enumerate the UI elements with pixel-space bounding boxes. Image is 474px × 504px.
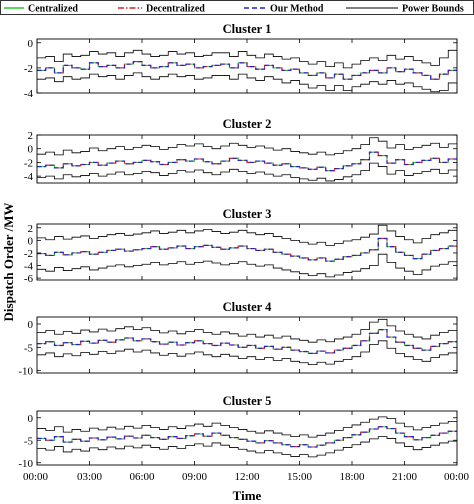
y-tick-label: 0 xyxy=(28,319,34,331)
series-group xyxy=(37,137,457,182)
centralized-line xyxy=(37,237,457,262)
legend-item-power-bounds: Power Bounds xyxy=(346,4,464,15)
x-tick-label: 12:00 xyxy=(234,471,260,483)
y-tick-label: 0 xyxy=(28,38,34,50)
panel-4: Cluster 4 0 -5 -10 xyxy=(18,300,458,378)
x-tick-label: 18:00 xyxy=(339,471,365,483)
y-tick-label: -2 xyxy=(24,63,33,75)
legend-label-decentralized: Decentralized xyxy=(146,4,205,15)
legend-item-our-method: Our Method xyxy=(244,4,324,15)
panel-5: Cluster 5 0 -5 -10 xyxy=(18,394,458,470)
our-method-line xyxy=(37,61,457,80)
legend-label-our-method: Our Method xyxy=(270,4,324,15)
axes-box xyxy=(36,410,458,466)
y-tick-label: -10 xyxy=(18,366,33,378)
series-group xyxy=(37,49,457,93)
series-group xyxy=(37,224,457,278)
y-tick-label: 2 xyxy=(28,223,34,235)
legend: Centralized Decentralized Our Method Pow… xyxy=(0,0,474,15)
decentralized-line xyxy=(37,237,457,262)
our-method-line xyxy=(37,151,457,172)
our-method-line xyxy=(37,426,457,448)
y-tick-label: -4 xyxy=(24,88,34,100)
power-bound-upper-line xyxy=(37,224,457,246)
x-tick-label: 03:00 xyxy=(77,471,103,483)
panel-title: Cluster 3 xyxy=(223,207,272,221)
centralized-line xyxy=(37,329,457,354)
legend-item-centralized: Centralized xyxy=(4,4,78,15)
y-tick-label: 0 xyxy=(28,235,34,247)
x-tick-labels: 00:00 03:00 06:00 09:00 12:00 15:00 18:00 21:00… xyxy=(23,471,469,483)
legend-label-power-bounds: Power Bounds xyxy=(402,4,464,15)
series-group xyxy=(37,416,457,458)
y-tick-label: -2 xyxy=(24,157,33,169)
panel-title: Cluster 2 xyxy=(223,117,272,131)
legend-item-decentralized: Decentralized xyxy=(118,4,205,15)
y-axis-label: Dispatch Order /MW xyxy=(1,203,16,322)
y-tick-label: -10 xyxy=(18,458,33,470)
power-bound-upper-line xyxy=(37,137,457,156)
y-tick-label: -4 xyxy=(24,261,34,273)
decentralized-line xyxy=(37,329,457,354)
panel-title: Cluster 1 xyxy=(223,22,272,36)
power-bound-lower-line xyxy=(37,72,457,93)
y-tick-label: 0 xyxy=(28,413,34,425)
power-bound-upper-line xyxy=(37,318,457,343)
power-bound-upper-line xyxy=(37,416,457,438)
legend-label-centralized: Centralized xyxy=(28,4,78,15)
x-tick-label: 00:00 xyxy=(444,471,470,483)
x-tick-label: 06:00 xyxy=(129,471,155,483)
y-tick-label: -5 xyxy=(24,342,34,354)
x-tick-label: 00:00 xyxy=(23,471,49,483)
series-group xyxy=(37,318,457,365)
x-tick-label: 21:00 xyxy=(392,471,418,483)
panel-title: Cluster 5 xyxy=(223,394,272,408)
power-bound-lower-line xyxy=(37,436,457,458)
x-axis-label: Time xyxy=(233,488,262,503)
power-bound-lower-line xyxy=(37,253,457,278)
y-tick-label: -2 xyxy=(24,248,33,260)
y-tick-label: -6 xyxy=(24,273,34,285)
panel-1: Cluster 1 0 -2 -4 xyxy=(24,22,458,100)
y-tick-label: 2 xyxy=(28,130,34,142)
y-tick-label: 0 xyxy=(28,144,34,156)
panel-2: Cluster 2 2 0-2 -4 xyxy=(24,117,458,184)
power-bound-upper-line xyxy=(37,49,457,69)
y-tick-label: -4 xyxy=(24,171,34,183)
panel-title: Cluster 4 xyxy=(223,300,272,314)
panel-3: Cluster 3 20-2-4-6 xyxy=(24,207,458,285)
our-method-line xyxy=(37,329,457,354)
x-tick-label: 15:00 xyxy=(287,471,313,483)
power-bound-lower-line xyxy=(37,162,457,182)
power-bound-lower-line xyxy=(37,340,457,365)
x-tick-label: 09:00 xyxy=(182,471,208,483)
y-tick-label: -5 xyxy=(24,435,34,447)
our-method-line xyxy=(37,237,457,262)
